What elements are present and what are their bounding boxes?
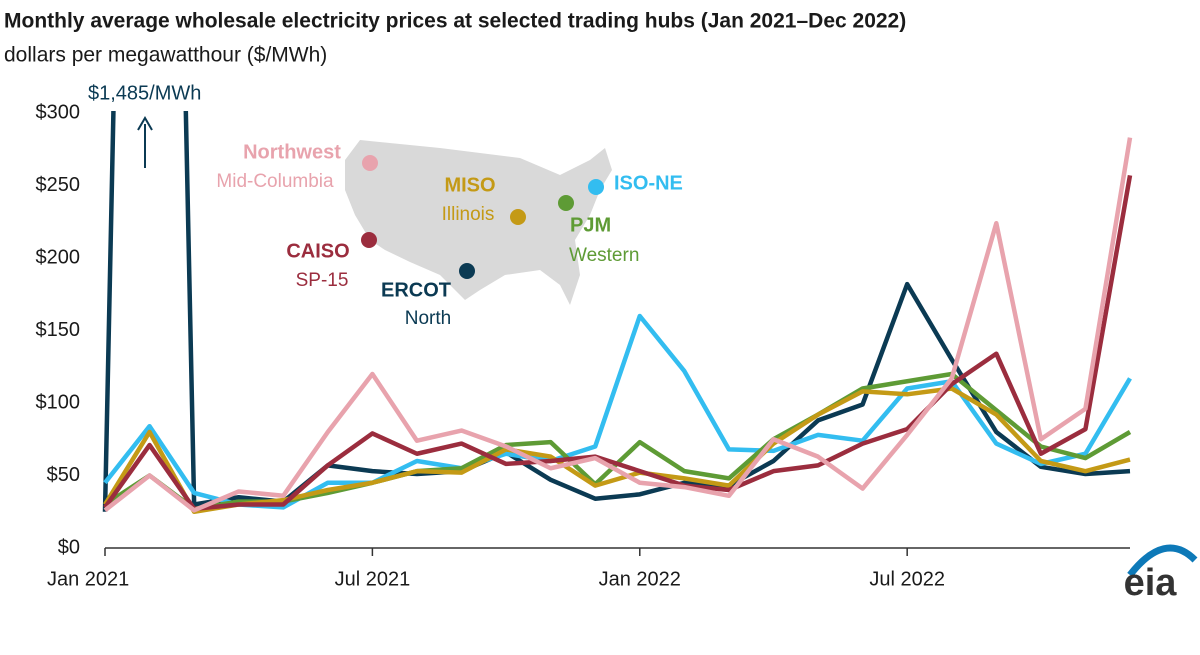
legend-hub: SP-15	[296, 270, 349, 291]
legend-name: PJM	[570, 214, 611, 236]
legend-name: MISO	[444, 174, 495, 196]
legend-hub: Illinois	[442, 204, 495, 225]
y-tick-label: $300	[36, 101, 81, 123]
plot-area	[102, 111, 1133, 514]
us-map	[345, 140, 612, 305]
logo: eia	[1124, 562, 1178, 604]
x-tick-label: Jan 2022	[599, 568, 681, 590]
annotation: $1,485/MWh	[88, 82, 201, 104]
y-tick-label: $250	[36, 174, 81, 196]
legend-name: ERCOT	[381, 279, 451, 301]
y-tick-label: $50	[47, 464, 80, 486]
map-dot	[558, 195, 574, 211]
logo-arc	[1127, 544, 1198, 578]
legend-hub: Western	[569, 245, 639, 266]
arrow-head	[137, 116, 153, 131]
series-line	[103, 174, 1133, 512]
map-dot	[362, 155, 378, 171]
legend-name: ISO-NE	[614, 172, 683, 194]
map-dot	[459, 263, 475, 279]
legend-hub: Mid-Columbia	[216, 171, 334, 192]
legend-hub: North	[405, 308, 451, 329]
x-tick-label: Jan 2021	[47, 568, 129, 590]
legend-name: Northwest	[243, 141, 341, 163]
series-line	[103, 371, 1132, 512]
chart-title: Monthly average wholesale electricity pr…	[4, 10, 906, 33]
y-tick-label: $200	[36, 246, 81, 268]
y-tick-label: $150	[36, 319, 81, 341]
map-dot	[510, 209, 526, 225]
x-tick-label: Jul 2021	[335, 568, 411, 590]
map-dot	[588, 179, 604, 195]
legend-name: CAISO	[286, 240, 349, 262]
map-dot	[361, 232, 377, 248]
chart-subtitle: dollars per megawatthour ($/MWh)	[4, 44, 327, 67]
y-tick-label: $100	[36, 391, 81, 413]
series-line	[103, 137, 1133, 513]
y-tick-label: $0	[58, 536, 80, 558]
x-tick-label: Jul 2022	[869, 568, 945, 590]
series-line	[103, 386, 1131, 514]
